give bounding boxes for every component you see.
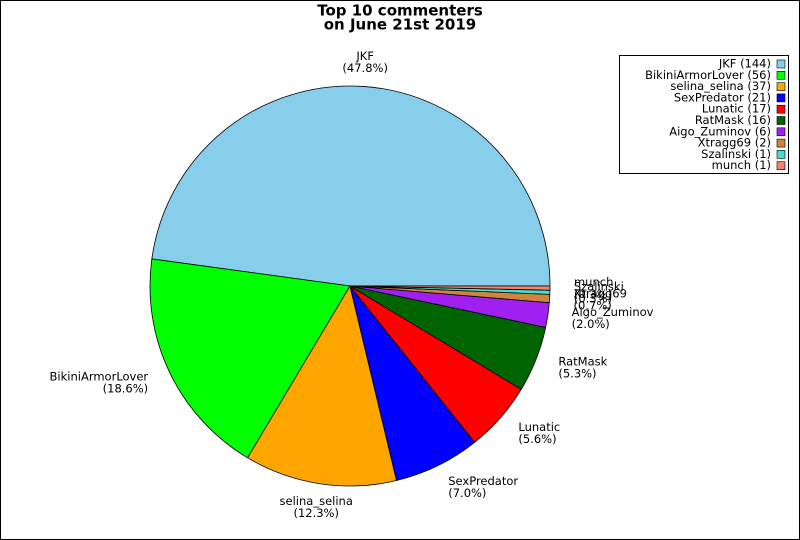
- slice-label: Aigo_Zuminov: [572, 305, 654, 319]
- legend-swatch: [776, 59, 786, 69]
- slice-label: Xtragg69: [574, 287, 627, 301]
- legend-label: JKF (144): [718, 57, 771, 71]
- chart-title: Top 10 commenters: [317, 2, 483, 20]
- slice-label: munch: [574, 275, 613, 289]
- slice-label: BikiniArmorLover: [50, 370, 149, 384]
- chart-title: on June 21st 2019: [324, 16, 476, 34]
- pie-slice: [151, 85, 551, 287]
- slice-label: selina_selina: [280, 494, 353, 508]
- slice-percent: (0.3%): [574, 287, 612, 301]
- slice-label: RatMask: [558, 355, 607, 369]
- pie-slice: [247, 284, 398, 487]
- slice-percent: (0.7%): [574, 299, 612, 313]
- legend-swatch: [776, 161, 786, 170]
- legend-label: selina_selina (37): [670, 79, 771, 93]
- slice-percent: (12.3%): [293, 506, 339, 520]
- slice-percent: (0.3%): [574, 292, 612, 306]
- legend-label: Szalinski (1): [701, 147, 771, 161]
- legend-swatch: [776, 93, 786, 103]
- legend-label: SexPredator (21): [674, 90, 771, 104]
- slice-percent: (5.6%): [518, 432, 556, 446]
- legend-swatch: [776, 127, 786, 137]
- legend-label: munch (1): [712, 158, 771, 172]
- legend-label: Xtragg69 (2): [698, 136, 771, 150]
- legend-label: RatMask (16): [695, 113, 771, 127]
- legend-box: [619, 55, 789, 174]
- pie-slice: [349, 285, 551, 291]
- slice-percent: (47.8%): [342, 61, 388, 75]
- slice-label: Lunatic: [518, 420, 560, 434]
- slice-label: JKF: [355, 49, 374, 63]
- slice-percent: (7.0%): [448, 486, 486, 500]
- slice-label: Szalinski: [574, 280, 624, 294]
- legend-swatch: [776, 71, 786, 80]
- legend-swatch: [776, 138, 786, 148]
- pie-slice: [149, 258, 351, 459]
- slice-percent: (5.3%): [558, 367, 596, 381]
- legend-swatch: [776, 82, 786, 91]
- legend-swatch: [776, 104, 786, 114]
- legend-swatch: [776, 150, 786, 159]
- slice-percent: (2.0%): [572, 317, 610, 331]
- legend-label: BikiniArmorLover (56): [645, 68, 771, 82]
- legend-label: Aigo_Zuminov (6): [669, 124, 771, 138]
- slice-percent: (18.6%): [103, 382, 149, 396]
- slice-label: SexPredator: [448, 474, 518, 488]
- legend-label: Lunatic (17): [702, 102, 771, 116]
- legend-swatch: [776, 116, 786, 125]
